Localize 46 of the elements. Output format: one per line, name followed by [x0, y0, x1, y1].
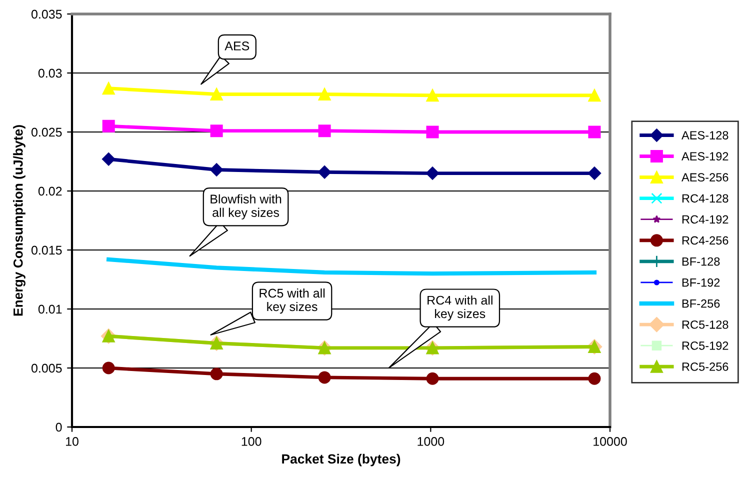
point: [210, 88, 223, 100]
legend-label: BF-192: [682, 278, 720, 287]
x-tick-label: 1000: [418, 437, 444, 446]
legend-label: RC4-192: [682, 215, 728, 224]
x-tick-label: 10: [66, 437, 78, 446]
point: [318, 371, 331, 384]
point: [426, 166, 440, 180]
legend-label: BF-256: [682, 299, 720, 308]
point: [102, 362, 115, 374]
legend-label: RC4-128: [682, 194, 728, 203]
point: [210, 163, 224, 176]
point: [318, 166, 332, 179]
y-tick-label: 0.025: [31, 128, 62, 137]
point: [318, 88, 331, 100]
y-tick-label: 0.005: [31, 364, 62, 373]
point: [102, 152, 116, 166]
legend-label: RC5-256: [682, 362, 728, 371]
x-axis-title: Packet Size (bytes): [282, 454, 400, 466]
x-tick-label: 100: [242, 437, 262, 446]
x-tick-label: 10000: [594, 437, 627, 446]
point: [102, 120, 115, 132]
point: [426, 372, 439, 385]
y-tick-label: 0.02: [38, 186, 62, 196]
annotation: RC4 with all key sizes: [428, 296, 492, 321]
legend-label: BF-128: [682, 257, 720, 266]
point: [426, 126, 439, 138]
legend-label: RC4-256: [682, 236, 728, 245]
y-tick-label: 0.03: [38, 68, 62, 78]
point: [102, 82, 115, 95]
y-tick-label: 0.01: [38, 304, 62, 314]
point: [318, 124, 331, 138]
point: [210, 124, 223, 138]
legend-label: RC5-128: [682, 320, 728, 329]
y-axis-title: Energy Consumption (uJ/byte): [13, 125, 26, 316]
annotation: Blowfish with all key sizes: [210, 194, 282, 220]
legend-label: AES-128: [682, 131, 728, 140]
y-tick-label: 0.035: [31, 10, 62, 19]
legend-label: AES-192: [682, 152, 728, 160]
legend-label: RC5-192: [682, 341, 728, 350]
legend-label: AES-256: [682, 173, 728, 182]
y-tick-label: 0.015: [31, 246, 62, 255]
point: [426, 89, 439, 102]
point: [210, 368, 223, 380]
y-tick-label: 0: [56, 422, 62, 432]
annotation: RC5 with all key sizes: [260, 288, 325, 314]
annotation: AES: [224, 42, 250, 50]
